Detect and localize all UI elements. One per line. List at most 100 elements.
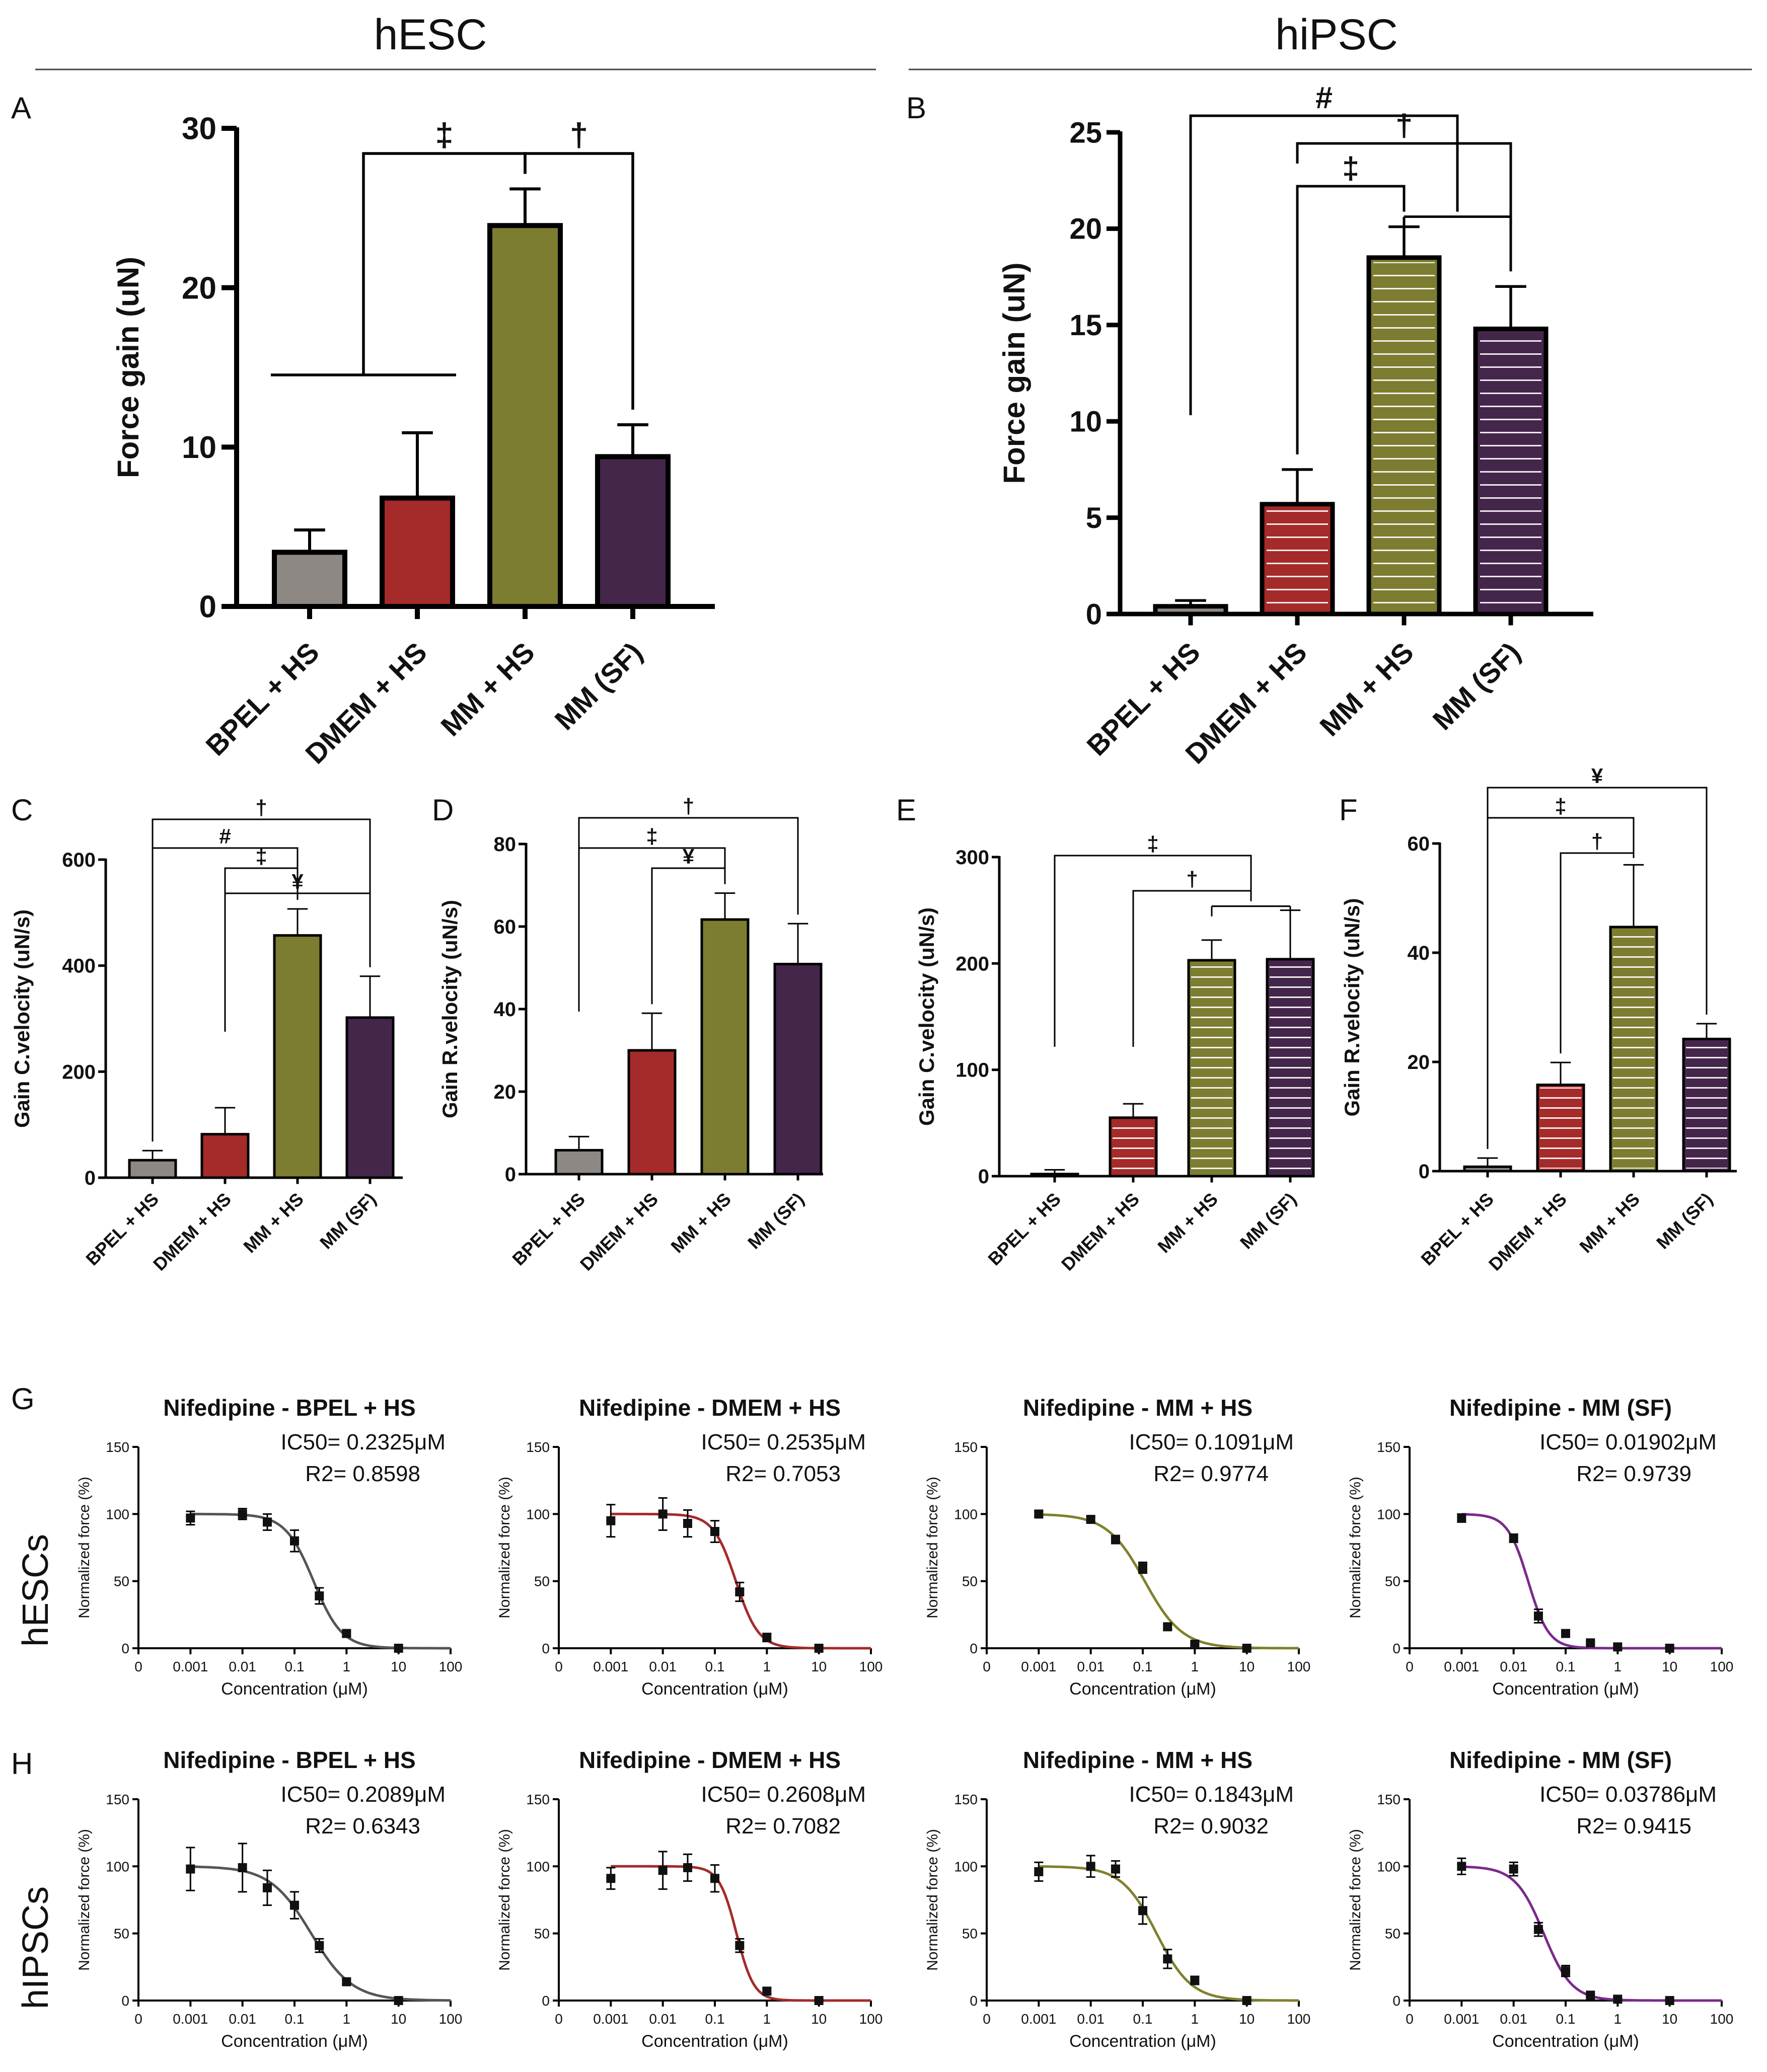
data-point-1 bbox=[238, 1509, 247, 1518]
chart-title: Nifedipine - BPEL + HS bbox=[163, 1395, 415, 1421]
bar-2 bbox=[702, 919, 748, 1174]
bar-0 bbox=[556, 1150, 602, 1174]
data-point-3 bbox=[1561, 1629, 1570, 1638]
data-point-0 bbox=[606, 1874, 615, 1883]
y-axis-label: Normalized force (%) bbox=[76, 1829, 93, 1971]
data-point-1 bbox=[658, 1866, 668, 1875]
data-point-0 bbox=[1034, 1867, 1043, 1876]
data-point-2 bbox=[1111, 1865, 1120, 1874]
panel-g2-dose-response: Nifedipine - DMEM + HS IC50= 0.2535μM R2= … bbox=[496, 1395, 882, 1699]
bar-stripes-3 bbox=[1480, 333, 1541, 609]
y-tick-label: 0 bbox=[978, 1166, 989, 1188]
y-tick-label: 150 bbox=[954, 1439, 978, 1455]
x-tick-label: 0.01 bbox=[229, 2011, 256, 2027]
data-point-6 bbox=[1665, 1644, 1674, 1653]
significance-symbol-2: ‡ bbox=[1342, 151, 1359, 185]
y-tick-label: 10 bbox=[1069, 406, 1102, 438]
panel-label-a: A bbox=[11, 91, 31, 125]
data-point-4 bbox=[315, 1591, 324, 1600]
bar-3 bbox=[775, 964, 821, 1174]
x-tick-label: 1 bbox=[1191, 2011, 1199, 2027]
ic50-label: IC50= 0.2608μM bbox=[701, 1782, 866, 1807]
y-tick-label: 0 bbox=[970, 1993, 978, 2009]
x-axis-label: Concentration (μM) bbox=[221, 1679, 368, 1699]
row-label-hipscs: hIPSCs bbox=[16, 1886, 56, 2009]
x-tick-label: 1 bbox=[763, 1659, 771, 1674]
data-point-0 bbox=[186, 1513, 195, 1522]
data-point-2 bbox=[683, 1519, 692, 1528]
panel-f-bar-chart: 0204060Gain R.velocity (uN/s)BPEL + HSDM… bbox=[1340, 764, 1737, 1275]
y-tick-label: 50 bbox=[114, 1574, 129, 1589]
fit-curve bbox=[190, 1867, 451, 2001]
panel-label-f: F bbox=[1339, 793, 1358, 827]
data-point-2 bbox=[1534, 1925, 1543, 1934]
y-tick-label: 20 bbox=[1069, 213, 1102, 246]
data-point-2 bbox=[263, 1517, 272, 1526]
x-axis-label: Concentration (μM) bbox=[221, 2032, 368, 2051]
y-axis-label: Force gain (uN) bbox=[111, 257, 145, 478]
chart-title: Nifedipine - BPEL + HS bbox=[163, 1747, 415, 1773]
y-tick-label: 40 bbox=[1408, 942, 1430, 964]
data-point-6 bbox=[815, 1996, 824, 2005]
data-point-4 bbox=[735, 1941, 744, 1950]
panel-e-bar-chart: 0100200300Gain C.velocity (uN/s)BPEL + H… bbox=[915, 832, 1313, 1275]
data-point-6 bbox=[1665, 1996, 1674, 2005]
panel-label-e: E bbox=[896, 793, 916, 827]
y-tick-label: 50 bbox=[534, 1574, 550, 1589]
y-axis-label: Force gain (uN) bbox=[997, 262, 1031, 484]
x-axis-label: Concentration (μM) bbox=[1069, 1679, 1216, 1699]
x-tick-label: 0.01 bbox=[1077, 2011, 1105, 2027]
x-tick-label: 10 bbox=[1662, 1659, 1677, 1674]
data-point-4 bbox=[1586, 1638, 1595, 1647]
significance-symbol-2: ¥ bbox=[683, 845, 695, 868]
fit-curve bbox=[1461, 1867, 1722, 2001]
y-tick-label: 200 bbox=[62, 1061, 96, 1083]
x-tick-label: 1 bbox=[1191, 1659, 1199, 1674]
data-point-3 bbox=[1138, 1906, 1147, 1915]
significance-symbol-1: † bbox=[570, 116, 588, 153]
data-point-5 bbox=[1190, 1640, 1199, 1649]
bar-2 bbox=[274, 936, 321, 1178]
data-point-3 bbox=[1138, 1563, 1147, 1572]
y-tick-label: 400 bbox=[62, 955, 96, 977]
panel-d-bar-chart: 020406080Gain R.velocity (uN/s)BPEL + HS… bbox=[438, 794, 823, 1275]
y-axis-label: Normalized force (%) bbox=[1347, 1829, 1364, 1971]
r2-label: R2= 0.9774 bbox=[1153, 1462, 1269, 1486]
bar-2 bbox=[490, 225, 560, 606]
y-tick-label: 100 bbox=[954, 1859, 978, 1874]
bar-0 bbox=[1155, 606, 1226, 614]
y-tick-label: 80 bbox=[494, 833, 517, 856]
data-point-4 bbox=[735, 1587, 744, 1596]
data-point-2 bbox=[1534, 1611, 1543, 1621]
significance-symbol-0: ‡ bbox=[435, 116, 453, 153]
y-axis-label: Normalized force (%) bbox=[76, 1477, 93, 1619]
fit-curve bbox=[611, 1866, 871, 2001]
fit-curve bbox=[1039, 1867, 1299, 2001]
ic50-label: IC50= 0.1843μM bbox=[1129, 1782, 1294, 1807]
figure-canvas: hESC hiPSC A B C D E F G H hESCs hIPSCs … bbox=[0, 0, 1767, 2072]
category-label-1: DMEM + HS bbox=[1057, 1189, 1143, 1275]
data-point-5 bbox=[1613, 1994, 1622, 2004]
y-tick-label: 100 bbox=[526, 1859, 550, 1874]
significance-bracket-0 bbox=[1488, 788, 1707, 1015]
y-tick-label: 60 bbox=[1408, 833, 1430, 855]
significance-symbol-0: ‡ bbox=[1147, 832, 1158, 856]
y-tick-label: 100 bbox=[955, 1059, 989, 1082]
chart-title: Nifedipine - MM + HS bbox=[1023, 1747, 1253, 1773]
data-point-5 bbox=[342, 1629, 351, 1638]
x-tick-label: 0.001 bbox=[173, 2011, 208, 2027]
chart-title: Nifedipine - MM (SF) bbox=[1449, 1747, 1672, 1773]
bar-1 bbox=[202, 1134, 248, 1178]
ic50-label: IC50= 0.2325μM bbox=[281, 1430, 446, 1454]
data-point-0 bbox=[606, 1516, 615, 1525]
y-tick-label: 50 bbox=[962, 1574, 978, 1589]
ic50-label: IC50= 0.03786μM bbox=[1539, 1782, 1717, 1807]
data-point-5 bbox=[762, 1633, 771, 1642]
x-tick-label: 0.001 bbox=[593, 1659, 628, 1674]
category-label-3: MM (SF) bbox=[1426, 636, 1526, 736]
x-tick-label: 0.001 bbox=[173, 1659, 208, 1674]
bar-3 bbox=[598, 456, 668, 606]
data-point-2 bbox=[263, 1883, 272, 1892]
x-tick-label: 1 bbox=[1614, 1659, 1622, 1674]
header-hesc: hESC bbox=[374, 11, 487, 59]
